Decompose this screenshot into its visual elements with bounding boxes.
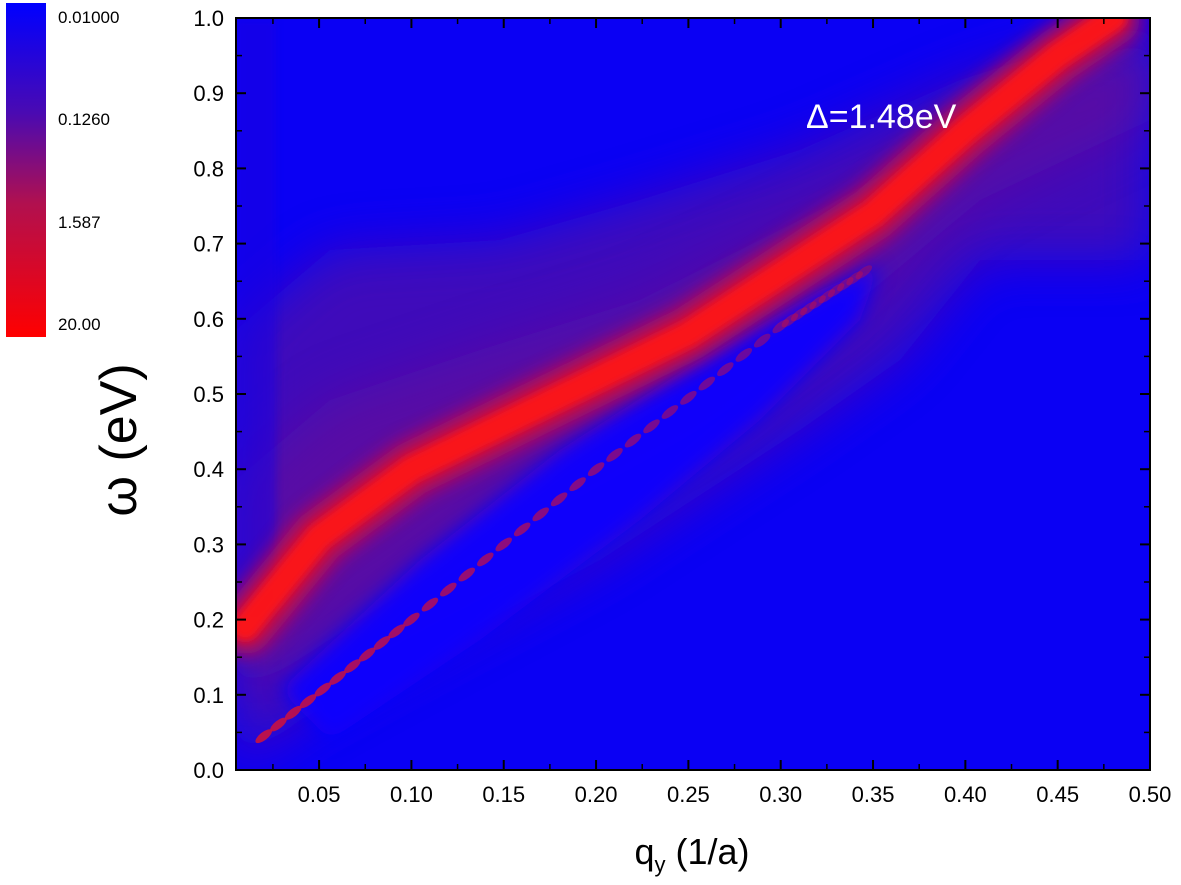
blue-wedge [280, 265, 880, 740]
y-tick-label: 0.0 [193, 758, 224, 783]
x-axis-title: qy (1/a) [634, 831, 749, 877]
gap-annotation: Δ=1.48eV [806, 98, 957, 136]
lower-branch-segment [818, 289, 836, 304]
lower-branch-segment [532, 507, 549, 522]
lower-branch-segment [495, 537, 512, 552]
y-tick-label: 0.2 [193, 608, 224, 633]
y-tick-label: 0.6 [193, 307, 224, 332]
lower-branch-segment [606, 447, 623, 462]
lower-branch-segment [680, 390, 697, 405]
lower-branch-segment [809, 295, 826, 310]
colorbar [6, 3, 46, 337]
lower-branch-segment [735, 347, 753, 362]
x-tick-label: 0.30 [759, 782, 802, 807]
lower-branch-segment [477, 552, 494, 567]
x-tick-label: 0.50 [1129, 782, 1172, 807]
lower-branch-segment [790, 307, 808, 322]
lower-branch-segment [388, 624, 405, 639]
y-axis: 0.0 0.1 0.2 0.3 0.4 0.5 0.6 0.7 0.8 0.9 1.0 [193, 6, 1150, 783]
x-tick-label: 0.45 [1036, 782, 1079, 807]
lower-branch-segment [855, 265, 873, 280]
lower-branch-segment [270, 717, 287, 732]
lower-branch-segment [827, 283, 845, 298]
left-noise [236, 20, 276, 620]
y-tick-label: 0.5 [193, 382, 224, 407]
x-tick-label: 0.10 [390, 782, 433, 807]
x-tick-label: 0.20 [575, 782, 618, 807]
lower-branch-segment [643, 419, 660, 434]
lower-branch-segment [513, 522, 531, 537]
x-tick-label: 0.15 [482, 782, 525, 807]
lower-branch-segment [772, 319, 789, 334]
lower-branch-segment [440, 582, 457, 597]
y-tick-label: 0.1 [193, 683, 224, 708]
lower-branch-segment [753, 333, 771, 348]
lower-branch-segment [698, 376, 716, 391]
x-tick-label: 0.05 [298, 782, 341, 807]
lower-branch-segment [344, 659, 361, 674]
plasmon-ridge [236, 18, 1127, 641]
plot-area [236, 18, 1150, 770]
lower-branch-segment [421, 597, 439, 612]
y-tick-label: 0.9 [193, 81, 224, 106]
lower-branch-segment [284, 705, 302, 720]
lower-branch-segment [329, 670, 346, 685]
lower-branch-segment [587, 462, 605, 477]
colorbar-label-3: 20.00 [58, 315, 101, 334]
y-tick-label: 1.0 [193, 6, 224, 31]
lower-branch-segment [314, 682, 332, 697]
x-axis: 0.05 0.10 0.15 0.20 0.25 0.30 0.35 0.40 0.45 0.50 [272, 18, 1172, 807]
lower-branch-segment [373, 635, 391, 650]
lower-branch-segment [846, 271, 863, 286]
x-tick-label: 0.35 [852, 782, 895, 807]
y-tick-label: 0.4 [193, 457, 224, 482]
lower-branch-segment [781, 313, 799, 328]
y-axis-title: ω (eV) [90, 363, 148, 516]
y-tick-label: 0.7 [193, 232, 224, 257]
x-tick-label: 0.40 [944, 782, 987, 807]
colorbar-label-2: 1.587 [58, 213, 101, 232]
colorbar-label-0: 0.01000 [58, 8, 119, 27]
lower-branch-segment [837, 277, 854, 292]
x-tick-label: 0.25 [667, 782, 710, 807]
lower-branch-segment [299, 694, 317, 709]
lower-branch [255, 265, 873, 744]
lower-branch-segment [550, 492, 568, 507]
lower-branch-segment [458, 567, 476, 582]
lower-branch-segment [717, 362, 734, 377]
colorbar-label-1: 0.1260 [58, 110, 110, 129]
lower-branch-segment [800, 301, 817, 316]
y-tick-label: 0.3 [193, 532, 224, 557]
lower-branch-segment [569, 477, 586, 492]
lower-branch-segment [403, 612, 420, 627]
lower-branch-segment [661, 405, 679, 419]
y-tick-label: 0.8 [193, 156, 224, 181]
lower-branch-segment [624, 433, 642, 448]
lower-branch-segment [255, 729, 272, 744]
lower-branch-segment [358, 647, 376, 662]
